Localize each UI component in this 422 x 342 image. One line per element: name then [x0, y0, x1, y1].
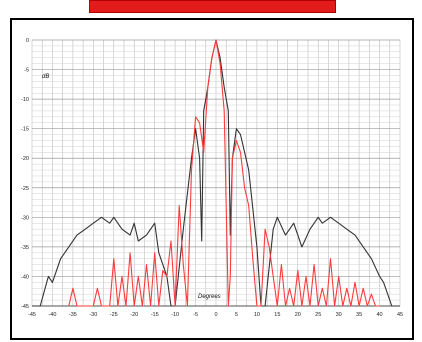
y-tick-label: -40 — [21, 274, 29, 280]
y-tick-label: 0 — [26, 38, 29, 44]
grid — [31, 39, 401, 307]
series-line-2 — [68, 39, 380, 307]
x-tick-label: -25 — [110, 312, 118, 318]
x-tick-labels: -45 -40 -35 -30 -25 -20 -15 -10 -5 0 5 10 15 20 25 30 35… — [28, 312, 403, 318]
x-tick-label: 25 — [315, 312, 321, 318]
y-tick-label: -45 — [21, 304, 29, 310]
y-tick-label: -10 — [21, 97, 29, 103]
series-lines — [32, 39, 400, 307]
x-tick-label: 35 — [356, 312, 362, 318]
y-axis-label: dB — [42, 74, 49, 80]
x-tick-label: -5 — [193, 312, 198, 318]
x-tick-label: 30 — [336, 312, 342, 318]
chart-frame: -45 -40 -35 -30 -25 -20 -15 -10 -5 0 5 10 15 20 25 30 35… — [10, 18, 414, 340]
title-bar — [89, 0, 336, 13]
x-tick-label: -45 — [28, 312, 36, 318]
beam-pattern-chart: -45 -40 -35 -30 -25 -20 -15 -10 -5 0 5 10 15 20 25 30 35… — [21, 38, 403, 318]
y-tick-label: -5 — [24, 68, 29, 74]
y-tick-label: -20 — [21, 156, 29, 162]
y-tick-label: -30 — [21, 215, 29, 221]
y-tick-label: -35 — [21, 245, 29, 251]
x-tick-label: -10 — [171, 312, 179, 318]
y-tick-label: -15 — [21, 127, 29, 133]
x-tick-label: 15 — [274, 312, 280, 318]
x-tick-label: -30 — [89, 312, 97, 318]
y-tick-label: -25 — [21, 186, 29, 192]
x-tick-label: -40 — [48, 312, 56, 318]
x-tick-label: 40 — [376, 312, 382, 318]
x-tick-label: -20 — [130, 312, 138, 318]
x-tick-label: 20 — [295, 312, 301, 318]
x-tick-label: 5 — [235, 312, 238, 318]
x-tick-label: -15 — [151, 312, 159, 318]
x-tick-label: 10 — [254, 312, 260, 318]
x-tick-label: 45 — [397, 312, 403, 318]
y-tick-labels: 0 -5 -10 -15 -20 -25 -30 -35 -40 -45 — [21, 38, 29, 310]
x-tick-label: -35 — [69, 312, 77, 318]
x-axis-label: Degrees — [198, 294, 221, 300]
x-tick-label: 0 — [214, 312, 217, 318]
